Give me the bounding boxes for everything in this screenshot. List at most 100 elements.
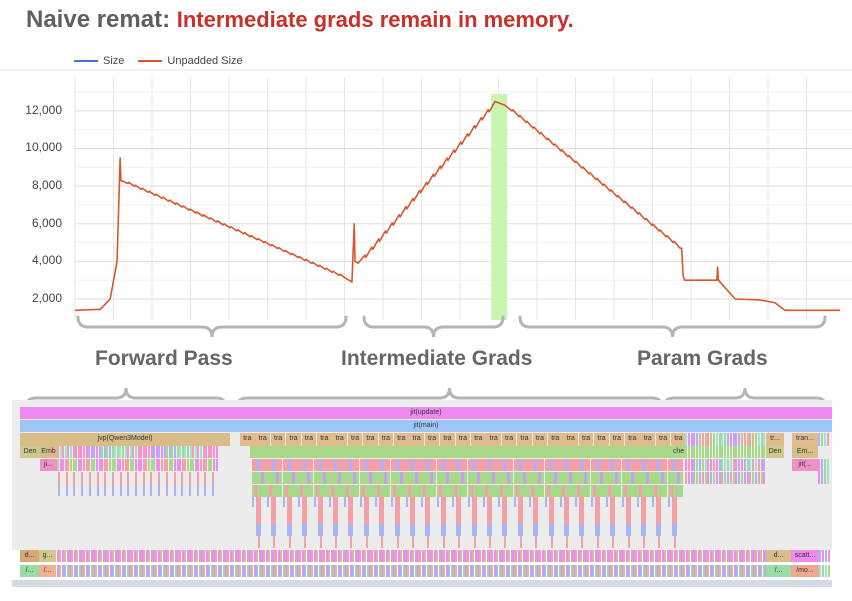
span-jit-end[interactable]: jit(... xyxy=(792,459,818,471)
span-transformer-layer[interactable]: tra xyxy=(347,433,363,446)
span-transformer-layer[interactable]: tra xyxy=(424,433,440,446)
bwd-op xyxy=(331,485,334,497)
bwd-op xyxy=(317,497,323,527)
bwd-op xyxy=(282,497,285,507)
device-stripe xyxy=(280,550,283,562)
span-transformer-layer[interactable]: tra xyxy=(640,433,655,446)
trace-scrollbar[interactable] xyxy=(12,580,832,587)
span-tran-end[interactable]: tran... xyxy=(792,433,818,446)
legend-unpadded[interactable]: Unpadded Size xyxy=(138,55,243,67)
span-transformer-layer[interactable]: tra xyxy=(548,433,563,446)
forward-op xyxy=(212,485,214,496)
span-jvp-qwen3model[interactable]: jvp(Qwen3Model) xyxy=(20,433,230,446)
param-stripe xyxy=(727,459,729,471)
span-transformer-layer[interactable]: tra xyxy=(501,433,517,446)
device-stripe xyxy=(513,550,515,562)
span-transformer-layer[interactable]: tra xyxy=(455,433,471,446)
span-transformer-layer[interactable]: tra xyxy=(563,433,578,446)
forward-stripe xyxy=(57,446,59,458)
bwd-op xyxy=(436,472,452,484)
span-transformer-layer[interactable]: tra xyxy=(317,433,332,446)
span-transformer-layer[interactable]: tra xyxy=(240,433,255,446)
forward-stripe xyxy=(153,459,156,471)
span-transformer-layer[interactable]: tra xyxy=(486,433,501,446)
param-stripe xyxy=(721,433,724,446)
span-scatter[interactable]: scatt... xyxy=(791,550,819,562)
span-ji[interactable]: ji... xyxy=(40,459,57,471)
span-transformer-layer[interactable]: tra xyxy=(270,433,286,446)
bwd-op xyxy=(599,472,603,484)
span-transformer-layer[interactable]: tra xyxy=(286,433,301,446)
span-transformer-layer[interactable]: tra xyxy=(440,433,455,446)
device-stripe xyxy=(373,550,376,562)
device-stripe xyxy=(121,550,124,562)
span-em-end[interactable]: Em... xyxy=(792,446,818,458)
span-transformer-layer[interactable]: tra xyxy=(532,433,548,446)
param-stripe xyxy=(735,459,738,471)
forward-stripe xyxy=(176,446,179,458)
bwd-op xyxy=(333,497,338,527)
bwd-op xyxy=(267,497,270,507)
device-stripe xyxy=(234,565,237,577)
device-stripe xyxy=(71,550,74,562)
span-s1[interactable]: /... xyxy=(20,565,39,577)
span-jit-main[interactable]: jit(main) xyxy=(20,420,832,432)
span-d2[interactable]: d... xyxy=(766,550,791,562)
device-stripe xyxy=(537,550,539,562)
span-g1[interactable]: g... xyxy=(39,550,56,562)
forward-stripe xyxy=(77,446,80,458)
span-transformer-layer[interactable]: tra xyxy=(394,433,409,446)
span-den-end[interactable]: Den xyxy=(766,446,784,458)
bwd-op xyxy=(375,472,391,484)
span-transformer-layer[interactable]: tra xyxy=(609,433,625,446)
device-stripe xyxy=(693,550,695,562)
param-stripe xyxy=(713,446,715,458)
forward-stripe xyxy=(93,446,96,458)
span-checkpoint[interactable] xyxy=(250,446,685,458)
device-stripe xyxy=(232,550,235,562)
span-transformer-layer[interactable]: tra xyxy=(655,433,671,446)
device-stripe xyxy=(517,550,520,562)
span-transformer-layer[interactable]: tra xyxy=(471,433,486,446)
device-stripe xyxy=(97,565,100,577)
span-transformer-layer[interactable]: tra xyxy=(594,433,609,446)
bwd-op xyxy=(569,472,572,484)
span-transformer-layer[interactable]: tra xyxy=(625,433,640,446)
span-d1[interactable]: d... xyxy=(20,550,39,562)
span-transformer-layer[interactable]: tra xyxy=(332,433,347,446)
span-transformer-layer[interactable]: tra xyxy=(363,433,378,446)
span-emb[interactable]: Emb xyxy=(40,446,57,458)
device-stripe xyxy=(220,550,223,562)
span-jit-update[interactable]: jit(update) xyxy=(20,407,832,419)
param-stripe xyxy=(760,433,763,446)
device-stripe xyxy=(81,550,83,562)
device-stripe xyxy=(366,550,369,562)
span-transformer-layer[interactable]: tra xyxy=(671,433,686,446)
span-transformer-layer[interactable]: tra xyxy=(517,433,532,446)
device-stripe xyxy=(510,565,513,577)
span-tr-end[interactable]: tr... xyxy=(766,433,784,446)
forward-op xyxy=(104,472,107,485)
span-transformer-layer[interactable]: tra xyxy=(255,433,270,446)
bwd-op xyxy=(348,524,354,536)
trace-viewer[interactable]: jit(update) jit(main) jvp(Qwen3Model) Den Em… xyxy=(0,398,852,598)
span-s2[interactable]: /... xyxy=(39,565,56,577)
span-transformer-layer[interactable]: tra xyxy=(378,433,394,446)
brace-intermediate-chart xyxy=(362,315,505,338)
span-transformer-layer[interactable]: tra xyxy=(409,433,424,446)
legend-size[interactable]: Size xyxy=(74,55,124,67)
bwd-op xyxy=(641,497,646,527)
device-stripe xyxy=(467,565,470,577)
bwd-op xyxy=(256,524,261,536)
device-stripe xyxy=(258,565,261,577)
span-s3[interactable]: /... xyxy=(766,565,791,577)
y-tick-label: 10,000 xyxy=(25,140,62,155)
device-stripe xyxy=(613,550,616,562)
span-mo[interactable]: /mo... xyxy=(791,565,819,577)
span-den[interactable]: Den xyxy=(20,446,40,458)
span-transformer-layer[interactable]: tra xyxy=(301,433,317,446)
device-stripe xyxy=(748,550,751,562)
span-transformer-layer[interactable]: tra xyxy=(578,433,594,446)
device-stripe xyxy=(400,565,403,577)
y-tick-label: 12,000 xyxy=(25,102,62,117)
